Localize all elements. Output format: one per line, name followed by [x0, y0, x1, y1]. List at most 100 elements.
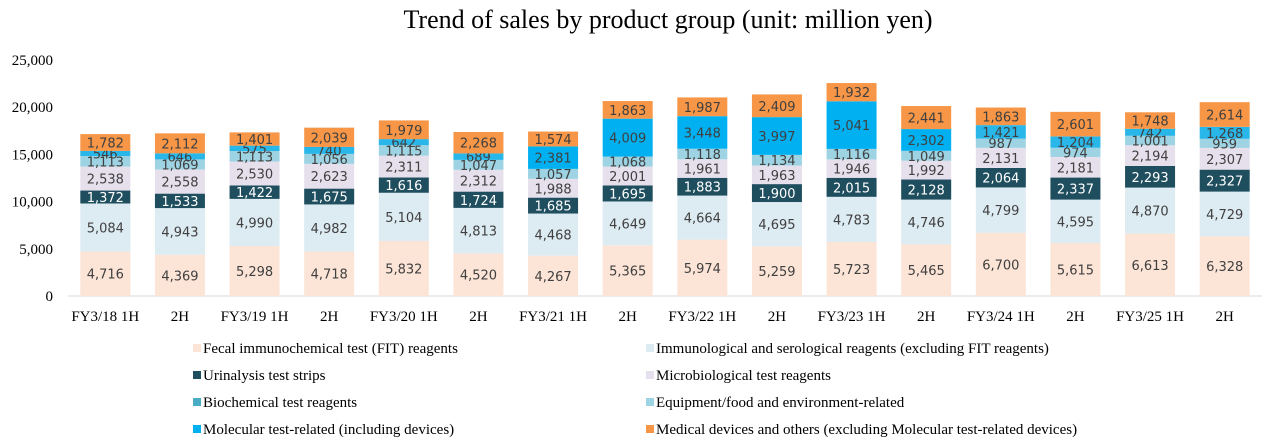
data-label: 1,056 — [311, 153, 348, 168]
bar-segment — [677, 239, 728, 296]
legend: Fecal immunochemical test (FIT) reagents… — [193, 341, 1077, 438]
bar-segment — [1199, 138, 1250, 148]
bar-segment — [80, 251, 131, 296]
data-label: 642 — [391, 136, 416, 151]
data-label: 4,695 — [758, 218, 795, 233]
bar-segment — [378, 145, 429, 156]
data-label: 4,783 — [833, 213, 870, 228]
data-label: 1,685 — [534, 200, 571, 215]
data-label: 1,987 — [684, 101, 721, 116]
bar-segment — [528, 146, 579, 169]
bar-segment — [602, 201, 653, 246]
bar-segment — [378, 177, 429, 193]
bar-segment — [453, 207, 504, 254]
data-label: 5,832 — [385, 262, 422, 277]
bar-segment — [453, 131, 504, 154]
data-label: 1,961 — [684, 163, 721, 178]
data-label: 689 — [466, 151, 491, 166]
bar-segment — [453, 153, 504, 160]
data-label: 1,946 — [833, 163, 870, 178]
data-label: 1,963 — [758, 169, 795, 184]
bar-segment — [378, 192, 429, 241]
legend-swatch — [646, 344, 654, 352]
data-label: 3,448 — [684, 126, 721, 141]
legend-label: Medical devices and others (excluding Mo… — [656, 422, 1077, 438]
bar-segment — [1125, 233, 1176, 296]
legend-label: Urinalysis test strips — [203, 368, 326, 384]
bar-segment — [1199, 191, 1250, 237]
bar-segment — [304, 127, 355, 147]
bar-segment — [901, 244, 952, 296]
bar-segment — [229, 145, 280, 152]
data-label: 5,298 — [236, 265, 273, 280]
bar-segment — [975, 167, 1026, 188]
bar-segment — [453, 159, 504, 170]
x-tick-label: FY3/23 1H — [818, 309, 886, 325]
bar-segment — [1125, 112, 1176, 129]
bar-segment — [528, 168, 579, 179]
data-label: 3,997 — [758, 130, 795, 145]
data-label: 2,131 — [982, 152, 1019, 167]
data-label: 5,365 — [609, 265, 646, 280]
bar-segment — [1050, 156, 1101, 178]
bar-segment — [602, 245, 653, 296]
y-tick-label: 15,000 — [12, 147, 53, 163]
x-tick-label: 2H — [469, 309, 488, 325]
data-label: 2,307 — [1206, 153, 1243, 168]
bar-segment — [1050, 111, 1101, 137]
data-label: 4,267 — [534, 270, 571, 285]
bar-segment — [901, 150, 952, 161]
bar-segment — [229, 185, 280, 199]
data-label: 742 — [1138, 126, 1163, 141]
bar-segment — [154, 254, 205, 296]
data-label: 1,979 — [385, 124, 422, 139]
data-label: 5,259 — [758, 265, 795, 280]
data-label: 1,401 — [236, 133, 273, 148]
data-label: 1,748 — [1131, 115, 1168, 130]
legend-label: Equipment/food and environment-related — [656, 395, 905, 411]
bar-segment — [751, 184, 802, 203]
legend-swatch — [646, 398, 654, 406]
data-label: 1,372 — [87, 191, 124, 206]
data-label: 2,112 — [161, 137, 198, 152]
bar-segment — [453, 253, 504, 296]
legend-swatch — [193, 344, 201, 352]
bar-segment — [751, 117, 802, 155]
data-label: 2,381 — [534, 152, 571, 167]
bar-segment — [975, 147, 1026, 168]
data-label: 2,001 — [609, 170, 646, 185]
bar-segment — [528, 178, 579, 198]
data-label: 5,084 — [87, 221, 124, 236]
bar-segment — [1199, 169, 1250, 192]
bar-segment — [826, 196, 877, 242]
data-label: 1,268 — [1206, 127, 1243, 142]
bar-segment — [1125, 135, 1176, 146]
data-label: 1,116 — [833, 148, 870, 163]
bar-segment — [229, 198, 280, 246]
bar-segment — [975, 138, 1026, 148]
data-label: 1,675 — [311, 191, 348, 206]
bar-segment — [602, 101, 653, 119]
data-label: 1,115 — [385, 144, 422, 159]
data-label: 1,988 — [534, 182, 571, 197]
bar-segment — [528, 213, 579, 256]
bar-segment — [826, 241, 877, 296]
data-label: 2,181 — [1057, 161, 1094, 176]
bar-segment — [975, 125, 1026, 139]
bar-segment — [304, 251, 355, 296]
data-label: 2,558 — [161, 176, 198, 191]
bar-segment — [378, 120, 429, 140]
bar-segment — [304, 163, 355, 189]
bar-segment — [602, 185, 653, 202]
data-label: 2,015 — [833, 181, 870, 196]
bar-segment — [528, 197, 579, 214]
data-label: 2,623 — [311, 170, 348, 185]
legend-swatch — [193, 425, 201, 433]
bar-segment — [80, 156, 131, 167]
data-label: 2,293 — [1131, 171, 1168, 186]
data-label: 2,538 — [87, 173, 124, 188]
bar-segment — [304, 146, 355, 154]
bar-segment — [453, 191, 504, 208]
bar-segment — [677, 148, 728, 160]
